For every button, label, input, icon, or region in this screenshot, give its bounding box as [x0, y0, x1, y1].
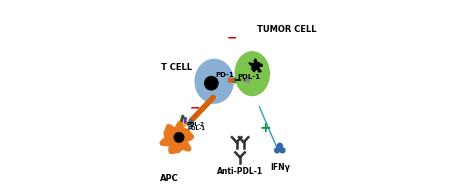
Text: TUMOR CELL: TUMOR CELL [257, 25, 316, 34]
Polygon shape [184, 118, 186, 123]
Text: APC: APC [160, 174, 179, 183]
Polygon shape [160, 121, 193, 154]
Polygon shape [181, 115, 184, 121]
Text: −: − [190, 101, 200, 114]
Ellipse shape [195, 59, 233, 103]
Circle shape [274, 148, 280, 153]
Ellipse shape [235, 52, 269, 96]
FancyBboxPatch shape [245, 79, 249, 82]
Text: +: + [260, 121, 271, 135]
Text: PDL-1: PDL-1 [187, 126, 205, 131]
Text: PD-1: PD-1 [216, 72, 234, 78]
Text: −: − [227, 32, 237, 45]
Circle shape [174, 133, 184, 142]
Text: PDL-2: PDL-2 [186, 122, 204, 127]
Text: Anti-PDL-1: Anti-PDL-1 [217, 167, 263, 176]
Circle shape [205, 77, 218, 90]
Polygon shape [249, 59, 262, 72]
Text: T CELL: T CELL [161, 63, 191, 72]
Circle shape [277, 143, 283, 148]
Circle shape [280, 148, 285, 153]
Text: PDL-1: PDL-1 [237, 74, 261, 80]
Text: IFNγ: IFNγ [270, 163, 290, 172]
FancyBboxPatch shape [229, 79, 234, 82]
